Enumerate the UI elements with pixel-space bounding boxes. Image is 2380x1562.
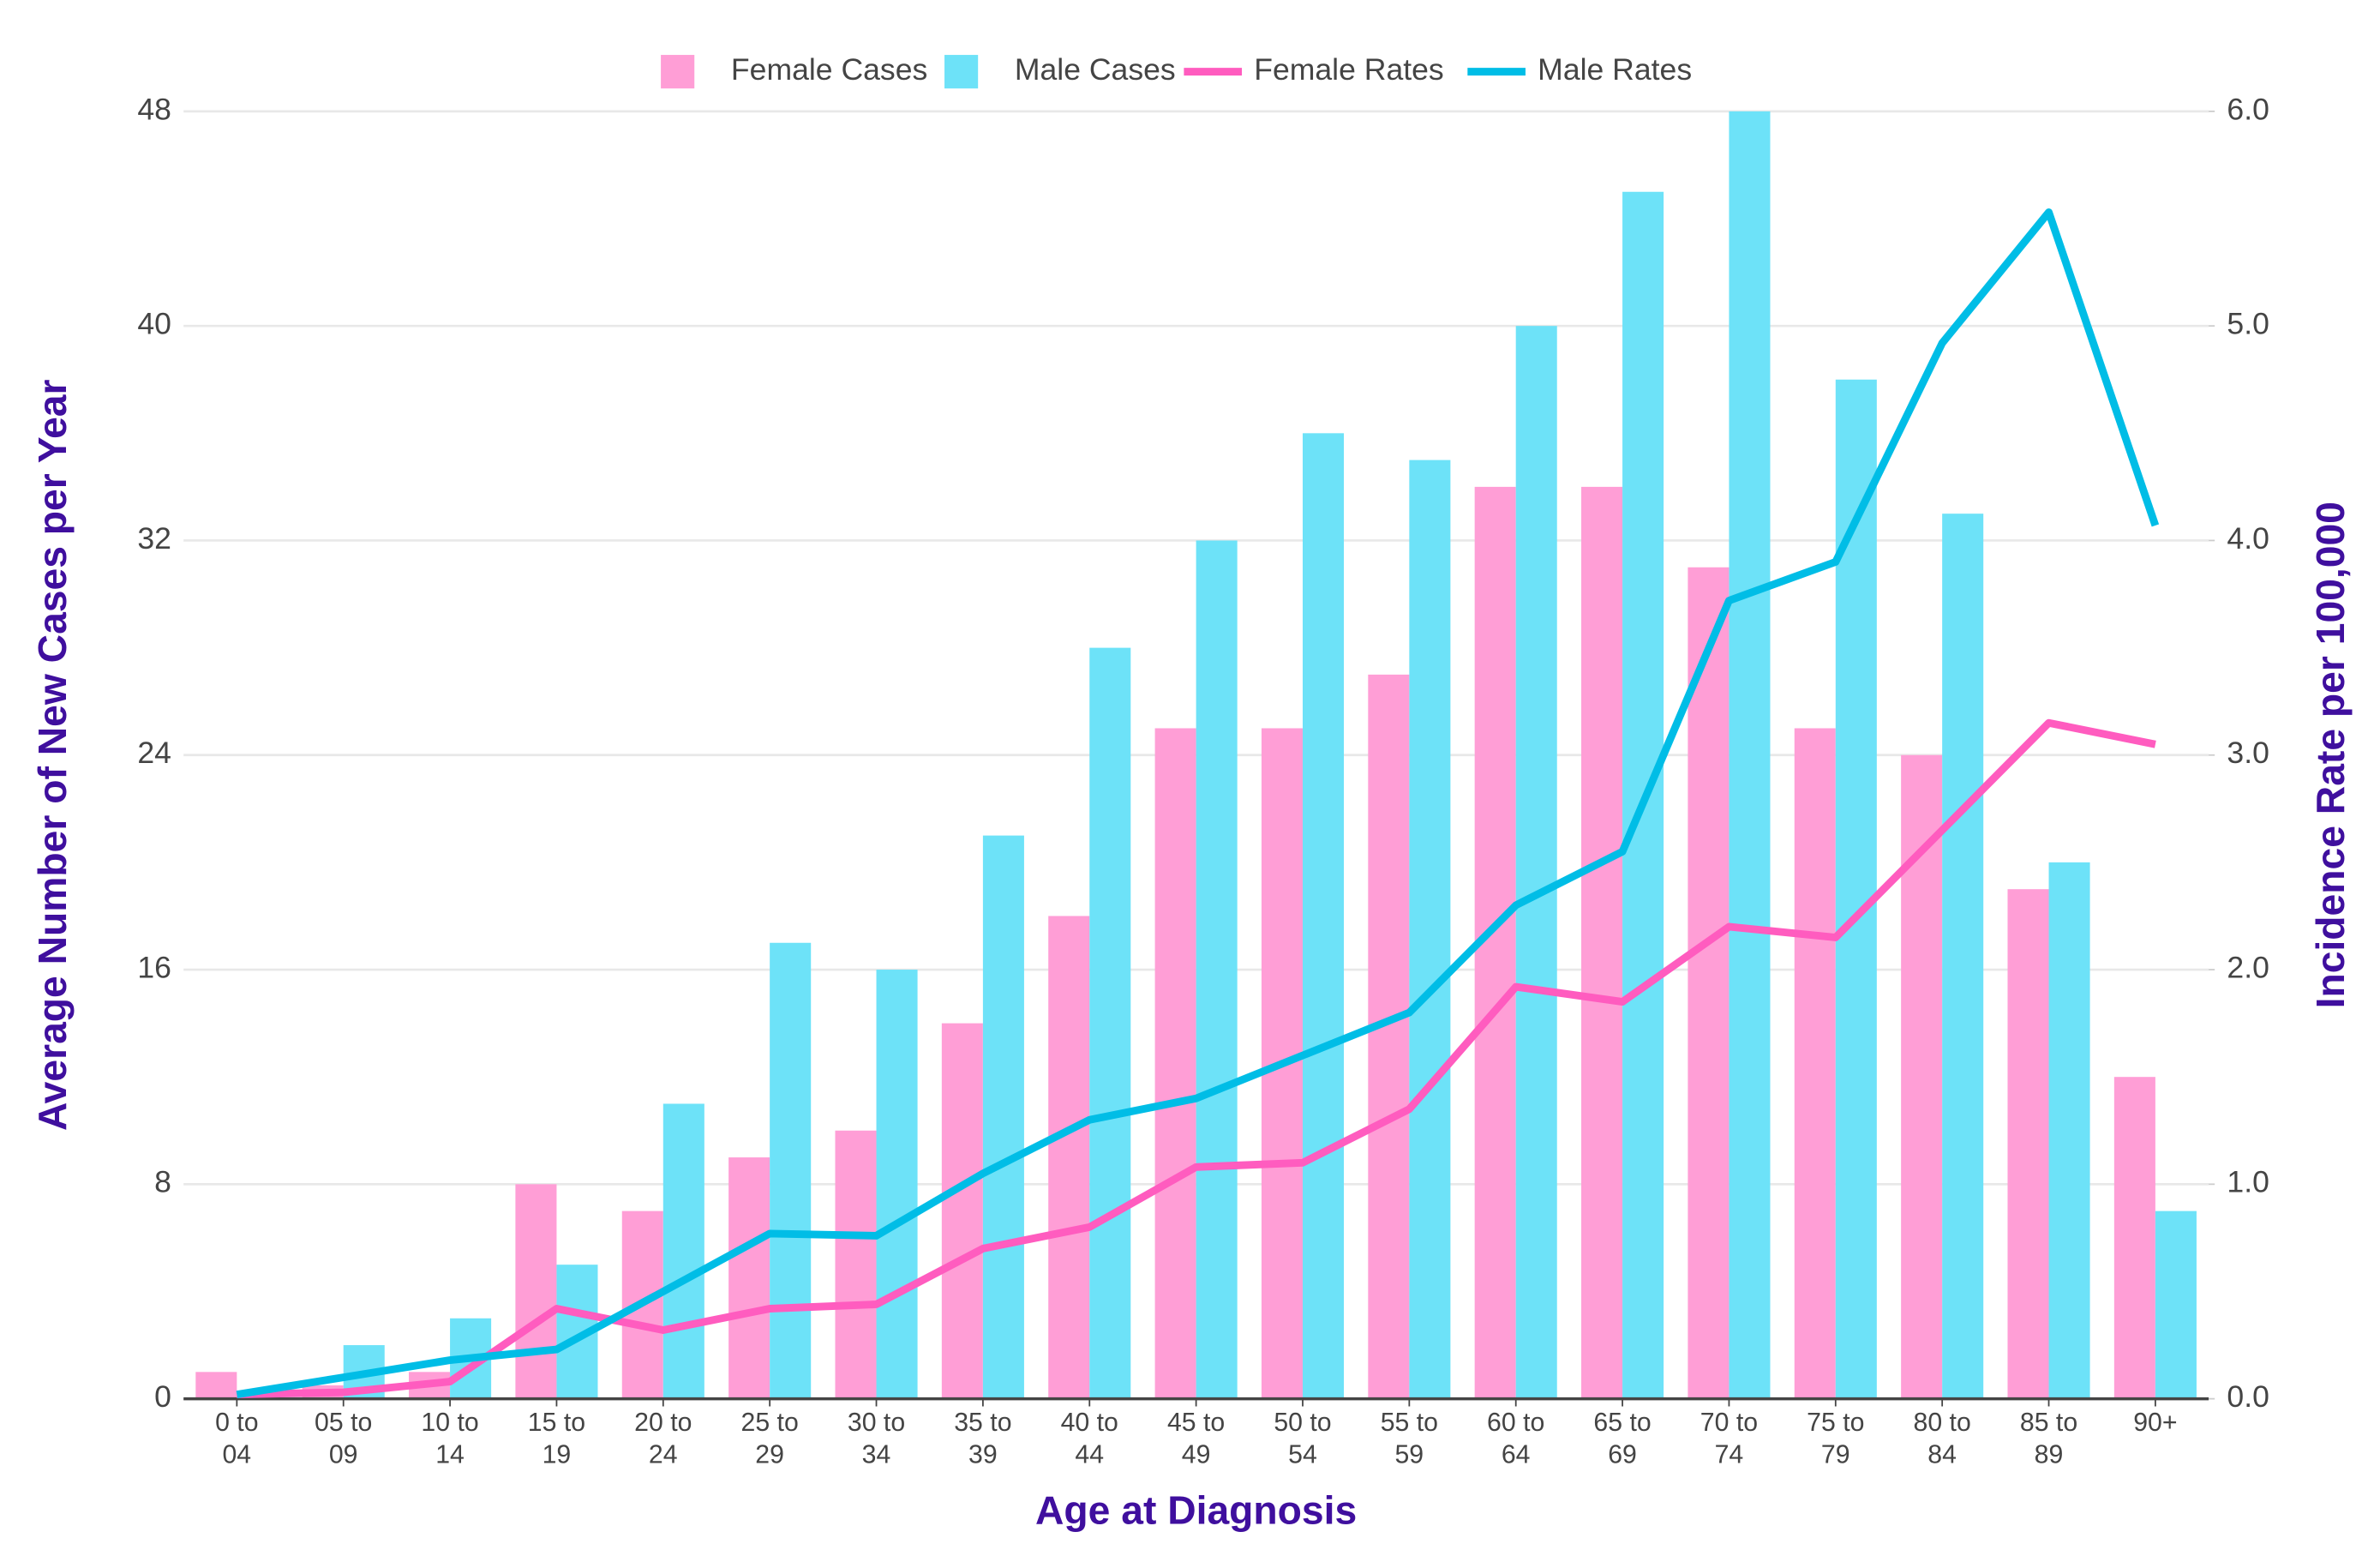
x-tick-label-box: 60 to 64 (1487, 1408, 1545, 1469)
y2-tick-label: 2.0 (2227, 950, 2269, 984)
y-tick-label: 0 (154, 1379, 171, 1414)
x-tick-label-box: 15 to 19 (527, 1408, 586, 1469)
y-axis-title: Average Number of New Cases per Year (30, 379, 75, 1131)
x-tick-label-box: 85 to 89 (2019, 1408, 2078, 1469)
bar (941, 1023, 983, 1399)
y2-tick-label: 5.0 (2227, 307, 2269, 341)
bar (2007, 889, 2049, 1399)
x-tick-label: 15 to 19 (527, 1408, 586, 1469)
y-tick-label: 48 (137, 92, 171, 126)
x-tick-label-box: 45 to 49 (1166, 1408, 1226, 1469)
legend-label: Female Rates (1254, 52, 1443, 87)
line (236, 208, 2160, 1399)
bar (1835, 379, 1877, 1399)
bar (835, 1130, 877, 1399)
y2-tick-label: 1.0 (2227, 1165, 2269, 1199)
x-tick-label: 25 to 29 (740, 1408, 799, 1469)
y-tick-label: 40 (137, 307, 171, 341)
x-tick-label: 60 to 64 (1487, 1408, 1545, 1469)
bar (515, 1184, 557, 1399)
x-tick-label: 90+ (2133, 1408, 2178, 1438)
bar (1368, 674, 1410, 1399)
bar (1302, 433, 1345, 1399)
y-tick-label: 32 (137, 521, 171, 556)
legend-label: Male Cases (1015, 52, 1176, 87)
x-tick-label: 55 to 59 (1380, 1408, 1438, 1469)
bar (770, 942, 812, 1399)
bar (1942, 514, 1984, 1399)
bar (1581, 486, 1623, 1399)
x-tick-label-box: 40 to 44 (1060, 1408, 1118, 1469)
y2-tick-label: 0.0 (2227, 1379, 2269, 1414)
bar (728, 1157, 770, 1399)
bar (662, 1103, 704, 1399)
x-tick-label: 85 to 89 (2019, 1408, 2078, 1469)
x-tick-label-box: 0 to 04 (215, 1408, 259, 1469)
x-tick-label: 50 to 54 (1274, 1408, 1332, 1469)
y-tick-label: 24 (137, 736, 171, 770)
legend-swatch (661, 55, 695, 89)
x-tick-label: 20 to 24 (634, 1408, 692, 1469)
bar (1729, 111, 1771, 1399)
x-tick-label-box: 30 to 34 (847, 1408, 906, 1469)
bar (876, 970, 918, 1399)
bar (1409, 460, 1451, 1399)
y2-tick-label: 6.0 (2227, 92, 2269, 126)
x-tick-label-box: 75 to 79 (1807, 1408, 1865, 1469)
y2-tick-label: 3.0 (2227, 736, 2269, 770)
bar (2113, 1077, 2155, 1399)
bar (195, 1372, 237, 1399)
x-tick-label-box: 70 to 74 (1700, 1408, 1759, 1469)
y-tick-label: 16 (137, 950, 171, 984)
x-tick-label: 10 to 14 (421, 1408, 479, 1469)
legend-label: Female Cases (731, 52, 927, 87)
x-tick-label-box: 65 to 69 (1593, 1408, 1652, 1469)
x-tick-label: 65 to 69 (1593, 1408, 1652, 1469)
legend-label: Male Rates (1538, 52, 1692, 87)
x-axis-title: Age at Diagnosis (1035, 1487, 1357, 1532)
y2-axis-title: Incidence Rate per 100,000 (2308, 502, 2353, 1008)
x-tick-label-box: 25 to 29 (740, 1408, 799, 1469)
x-tick-label-box: 05 to 09 (315, 1408, 373, 1469)
bar (2155, 1211, 2197, 1399)
bar (1196, 540, 1238, 1399)
bar (1089, 647, 1131, 1399)
y2-tick-label: 4.0 (2227, 521, 2269, 556)
bar (1688, 567, 1730, 1399)
x-tick-label: 45 to 49 (1166, 1408, 1226, 1469)
x-tick-label-box: 90+ (2133, 1408, 2178, 1438)
x-tick-label-box: 20 to 24 (634, 1408, 692, 1469)
bar (1794, 728, 1836, 1399)
x-tick-label: 80 to 84 (1913, 1408, 1971, 1469)
x-tick-label-box: 10 to 14 (421, 1408, 479, 1469)
bar (1048, 916, 1090, 1399)
bar (1154, 728, 1196, 1399)
x-tick-label: 30 to 34 (847, 1408, 906, 1469)
x-tick-label: 40 to 44 (1060, 1408, 1118, 1469)
x-tick-label-box: 55 to 59 (1380, 1408, 1438, 1469)
bar (2048, 862, 2090, 1399)
line (237, 718, 2156, 1399)
x-tick-label-box: 35 to 39 (954, 1408, 1012, 1469)
legend-swatch (944, 55, 979, 89)
x-tick-label-box: 80 to 84 (1913, 1408, 1971, 1469)
bar (982, 835, 1024, 1399)
x-tick-label: 70 to 74 (1700, 1408, 1759, 1469)
bar (1515, 326, 1557, 1399)
x-tick-label: 05 to 09 (315, 1408, 373, 1469)
x-tick-label: 75 to 79 (1807, 1408, 1865, 1469)
x-tick-label: 35 to 39 (954, 1408, 1012, 1469)
x-tick-label: 0 to 04 (215, 1408, 259, 1469)
y-tick-label: 8 (154, 1165, 171, 1199)
x-tick-label-box: 50 to 54 (1274, 1408, 1332, 1469)
